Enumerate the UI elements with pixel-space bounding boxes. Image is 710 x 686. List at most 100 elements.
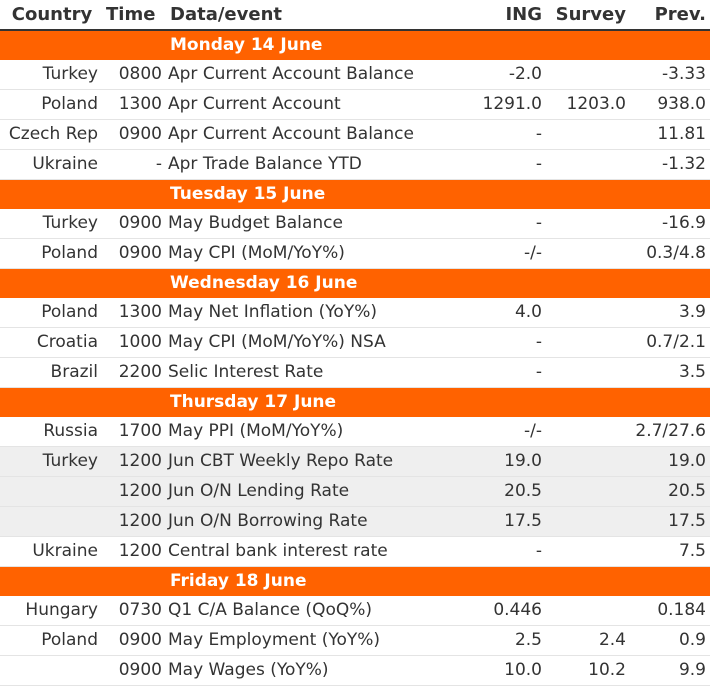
table-row: Turkey 0900 May Budget Balance - -16.9 bbox=[0, 209, 710, 239]
table-row: Poland 0900 May Employment (YoY%) 2.5 2.4 0.9 bbox=[0, 626, 710, 656]
event-cell: Q1 C/A Balance (QoQ%) bbox=[168, 600, 373, 620]
table-row: Czech Rep 0900 Apr Current Account Balance… bbox=[0, 120, 710, 150]
day-label: Thursday 17 June bbox=[166, 387, 710, 417]
country-cell: Croatia bbox=[36, 332, 98, 352]
survey-cell bbox=[546, 209, 630, 239]
time-cell: 1700 bbox=[118, 421, 162, 441]
prev-cell: -16.9 bbox=[662, 213, 706, 233]
time-cell: 0730 bbox=[118, 600, 162, 620]
survey-cell bbox=[546, 446, 630, 477]
prev-cell: -3.33 bbox=[662, 64, 706, 84]
time-cell: 1200 bbox=[104, 446, 166, 477]
header-country: Country bbox=[11, 4, 93, 25]
survey-cell bbox=[546, 150, 630, 180]
table-row: Brazil 2200 Selic Interest Rate - 3.5 bbox=[0, 358, 710, 388]
ing-cell: - bbox=[535, 124, 542, 144]
event-cell: Apr Current Account Balance bbox=[168, 64, 414, 84]
survey-cell bbox=[546, 239, 630, 269]
survey-cell: 2.4 bbox=[598, 630, 626, 650]
survey-cell bbox=[546, 328, 630, 358]
table-row: 1200 Jun O/N Lending Rate 20.5 20.5 bbox=[0, 476, 710, 507]
time-cell: 2200 bbox=[118, 362, 162, 382]
survey-cell bbox=[546, 358, 630, 388]
day-header-spacer bbox=[0, 387, 166, 417]
country-cell bbox=[0, 476, 104, 507]
ing-cell: 19.0 bbox=[468, 446, 546, 477]
country-cell: Poland bbox=[41, 243, 98, 263]
event-cell: Jun O/N Borrowing Rate bbox=[166, 506, 468, 537]
table-row: 1200 Jun O/N Borrowing Rate 17.5 17.5 bbox=[0, 506, 710, 537]
prev-cell: 0.7/2.1 bbox=[646, 332, 706, 352]
day-header-row: Tuesday 15 June bbox=[0, 179, 710, 209]
country-cell: Ukraine bbox=[32, 541, 98, 561]
day-header-spacer bbox=[0, 30, 166, 60]
header-row: Country Time Data/event ING Survey Prev. bbox=[0, 0, 710, 30]
prev-cell: 17.5 bbox=[630, 506, 710, 537]
day-label: Friday 18 June bbox=[166, 566, 710, 596]
day-header-row: Wednesday 16 June bbox=[0, 268, 710, 298]
header-event: Data/event bbox=[170, 4, 282, 25]
time-cell: 1200 bbox=[104, 506, 166, 537]
day-label: Tuesday 15 June bbox=[166, 179, 710, 209]
prev-cell: 938.0 bbox=[657, 94, 706, 114]
survey-cell bbox=[546, 506, 630, 537]
survey-cell bbox=[546, 596, 630, 626]
table-row: Russia 1700 May PPI (MoM/YoY%) -/- 2.7/27.6 bbox=[0, 417, 710, 447]
ing-cell: -2.0 bbox=[508, 64, 542, 84]
table-row: Turkey 1200 Jun CBT Weekly Repo Rate 19.0 19… bbox=[0, 446, 710, 477]
table-row: Hungary 0730 Q1 C/A Balance (QoQ%) 0.446 0.1… bbox=[0, 596, 710, 626]
ing-cell: 2.5 bbox=[514, 630, 542, 650]
header-ing: ING bbox=[505, 4, 542, 25]
prev-cell: 3.9 bbox=[678, 302, 706, 322]
survey-cell bbox=[546, 120, 630, 150]
country-cell bbox=[0, 656, 104, 686]
country-cell: Ukraine bbox=[32, 154, 98, 174]
table-row: Poland 1300 May Net Inflation (YoY%) 4.0 3.9 bbox=[0, 298, 710, 328]
table-row: Ukraine - Apr Trade Balance YTD - -1.32 bbox=[0, 150, 710, 180]
survey-cell bbox=[546, 298, 630, 328]
table-row: Turkey 0800 Apr Current Account Balance -2.… bbox=[0, 60, 710, 90]
prev-cell: -1.32 bbox=[662, 154, 706, 174]
table-row: Poland 1300 Apr Current Account 1291.0 1203.… bbox=[0, 90, 710, 120]
country-cell: Russia bbox=[43, 421, 98, 441]
country-cell: Czech Rep bbox=[8, 124, 98, 144]
survey-cell: 10.2 bbox=[588, 660, 626, 680]
event-cell: May Budget Balance bbox=[168, 213, 343, 233]
table-row: Croatia 1000 May CPI (MoM/YoY%) NSA - 0.7/2.… bbox=[0, 328, 710, 358]
day-header-row: Thursday 17 June bbox=[0, 387, 710, 417]
day-label: Wednesday 16 June bbox=[166, 268, 710, 298]
survey-cell: 1203.0 bbox=[566, 94, 626, 114]
event-cell: May CPI (MoM/YoY%) bbox=[168, 243, 345, 263]
day-header-spacer bbox=[0, 566, 166, 596]
event-cell: May Net Inflation (YoY%) bbox=[168, 302, 378, 322]
time-cell: 0900 bbox=[118, 630, 162, 650]
time-cell: 1300 bbox=[118, 302, 162, 322]
country-cell: Poland bbox=[41, 94, 98, 114]
ing-cell: 20.5 bbox=[468, 476, 546, 507]
survey-cell bbox=[546, 476, 630, 507]
prev-cell: 0.9 bbox=[678, 630, 706, 650]
header-survey: Survey bbox=[555, 4, 626, 25]
ing-cell: - bbox=[535, 154, 542, 174]
event-cell: Apr Trade Balance YTD bbox=[168, 154, 362, 174]
event-cell: Central bank interest rate bbox=[168, 541, 388, 561]
event-cell: Apr Current Account Balance bbox=[168, 124, 414, 144]
country-cell: Poland bbox=[41, 302, 98, 322]
prev-cell: 11.81 bbox=[657, 124, 706, 144]
calendar-body: Monday 14 June Turkey 0800 Apr Current Acco… bbox=[0, 30, 710, 686]
time-cell: 0900 bbox=[118, 660, 162, 680]
prev-cell: 3.5 bbox=[678, 362, 706, 382]
time-cell: 0900 bbox=[118, 243, 162, 263]
ing-cell: 17.5 bbox=[468, 506, 546, 537]
time-cell: 1200 bbox=[104, 476, 166, 507]
prev-cell: 19.0 bbox=[630, 446, 710, 477]
ing-cell: -/- bbox=[524, 421, 542, 441]
prev-cell: 20.5 bbox=[630, 476, 710, 507]
country-cell: Turkey bbox=[0, 446, 104, 477]
survey-cell bbox=[546, 537, 630, 567]
ing-cell: - bbox=[535, 213, 542, 233]
country-cell: Brazil bbox=[50, 362, 98, 382]
day-header-row: Monday 14 June bbox=[0, 30, 710, 60]
day-header-row: Friday 18 June bbox=[0, 566, 710, 596]
